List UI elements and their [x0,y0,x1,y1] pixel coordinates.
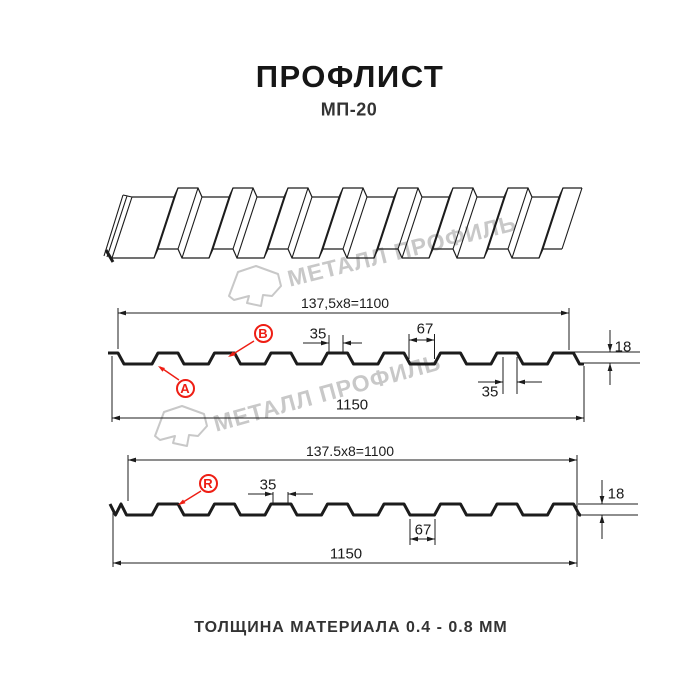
profile-top-dimension-lines [112,308,640,422]
sheet-3d-view [104,188,582,262]
profile-bottom-outline [110,504,581,515]
marker-leader-lines [158,341,254,505]
footer-note: ТОЛЩИНА МАТЕРИАЛА 0.4 - 0.8 ММ [194,619,508,636]
sheet-left-bottom-flange [106,250,113,262]
dim-coverage-width-bottom: 137.5x8=1100 [305,443,395,459]
profile-bottom-dimension-lines [113,455,638,567]
page-title: ПРОФЛИСТ [255,59,445,94]
marker-side-r: R [198,473,218,493]
dim-coverage-width-top: 137,5x8=1100 [300,295,390,311]
dim-rib-top-width-bottom: 35 [259,476,277,494]
profile-bottom-drawing [110,455,638,567]
profile-top-drawing [108,308,640,422]
sheet-left-cut-edge [104,195,132,258]
marker-side-a: A [175,378,195,398]
metal-profil-logo-icon [226,264,284,308]
dim-overall-width-bottom: 1150 [329,545,363,563]
sheet-near-edge [112,249,562,258]
dim-height-top: 18 [614,338,632,356]
dim-pan-width-top: 67 [416,320,434,338]
metal-profil-logo-icon [152,404,210,448]
sheet-rib-lines [154,188,582,258]
page-subtitle: МП-20 [320,99,378,120]
dim-overall-width-top: 1150 [335,396,369,414]
dim-pan-width-bottom: 67 [414,521,432,539]
dim-height-bottom: 18 [607,485,625,503]
sheet-far-edge [132,188,582,197]
dim-rib-bottom-width-top: 35 [481,383,499,401]
dim-rib-top-width-top: 35 [309,325,327,343]
marker-side-b: B [253,323,273,343]
profile-top-outline [108,353,584,364]
